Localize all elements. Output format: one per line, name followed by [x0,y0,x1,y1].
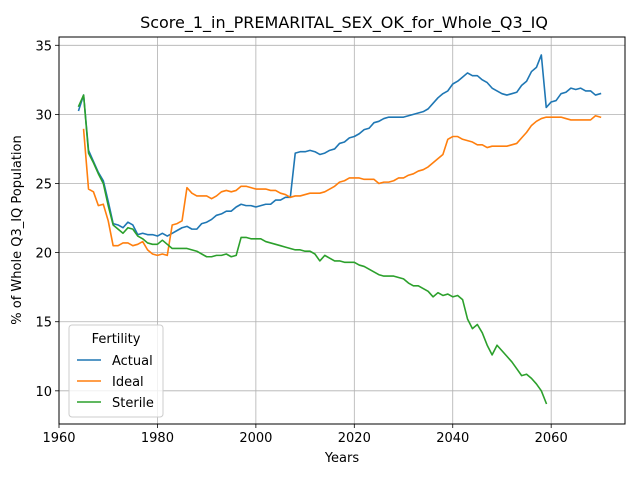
legend: Fertility Actual Ideal Sterile [68,324,164,418]
x-axis-label: Years [324,451,360,466]
x-tick-label: 2000 [239,431,272,446]
y-axis-label: % of Whole Q3_IQ Population [10,135,25,324]
legend-label-sterile: Sterile [112,396,154,411]
legend-title: Fertility [92,332,141,347]
series-line-actual [77,54,602,237]
chart-title: Score_1_in_PREMARITAL_SEX_OK_for_Whole_Q… [140,13,548,33]
x-axis: 1960 1980 2000 2020 2040 2060 [42,424,568,446]
x-tick-label: 2060 [535,431,568,446]
y-axis: 10 15 20 25 30 35 [35,39,59,400]
y-tick-label: 10 [35,385,52,400]
y-tick-label: 25 [35,178,52,193]
series-lines [77,54,602,405]
y-tick-label: 20 [35,247,52,262]
series-line-sterile [77,94,548,405]
x-tick-label: 1980 [141,431,174,446]
plot-frame [58,36,626,425]
series-line-ideal [82,114,602,257]
legend-label-actual: Actual [112,354,153,369]
legend-label-ideal: Ideal [112,375,144,390]
y-tick-label: 30 [35,108,52,123]
x-tick-label: 1960 [42,431,75,446]
grid [58,37,625,424]
legend-box [68,324,164,418]
x-tick-label: 2020 [338,431,371,446]
y-tick-label: 15 [35,316,52,331]
y-tick-label: 35 [35,39,52,54]
x-tick-label: 2040 [436,431,469,446]
